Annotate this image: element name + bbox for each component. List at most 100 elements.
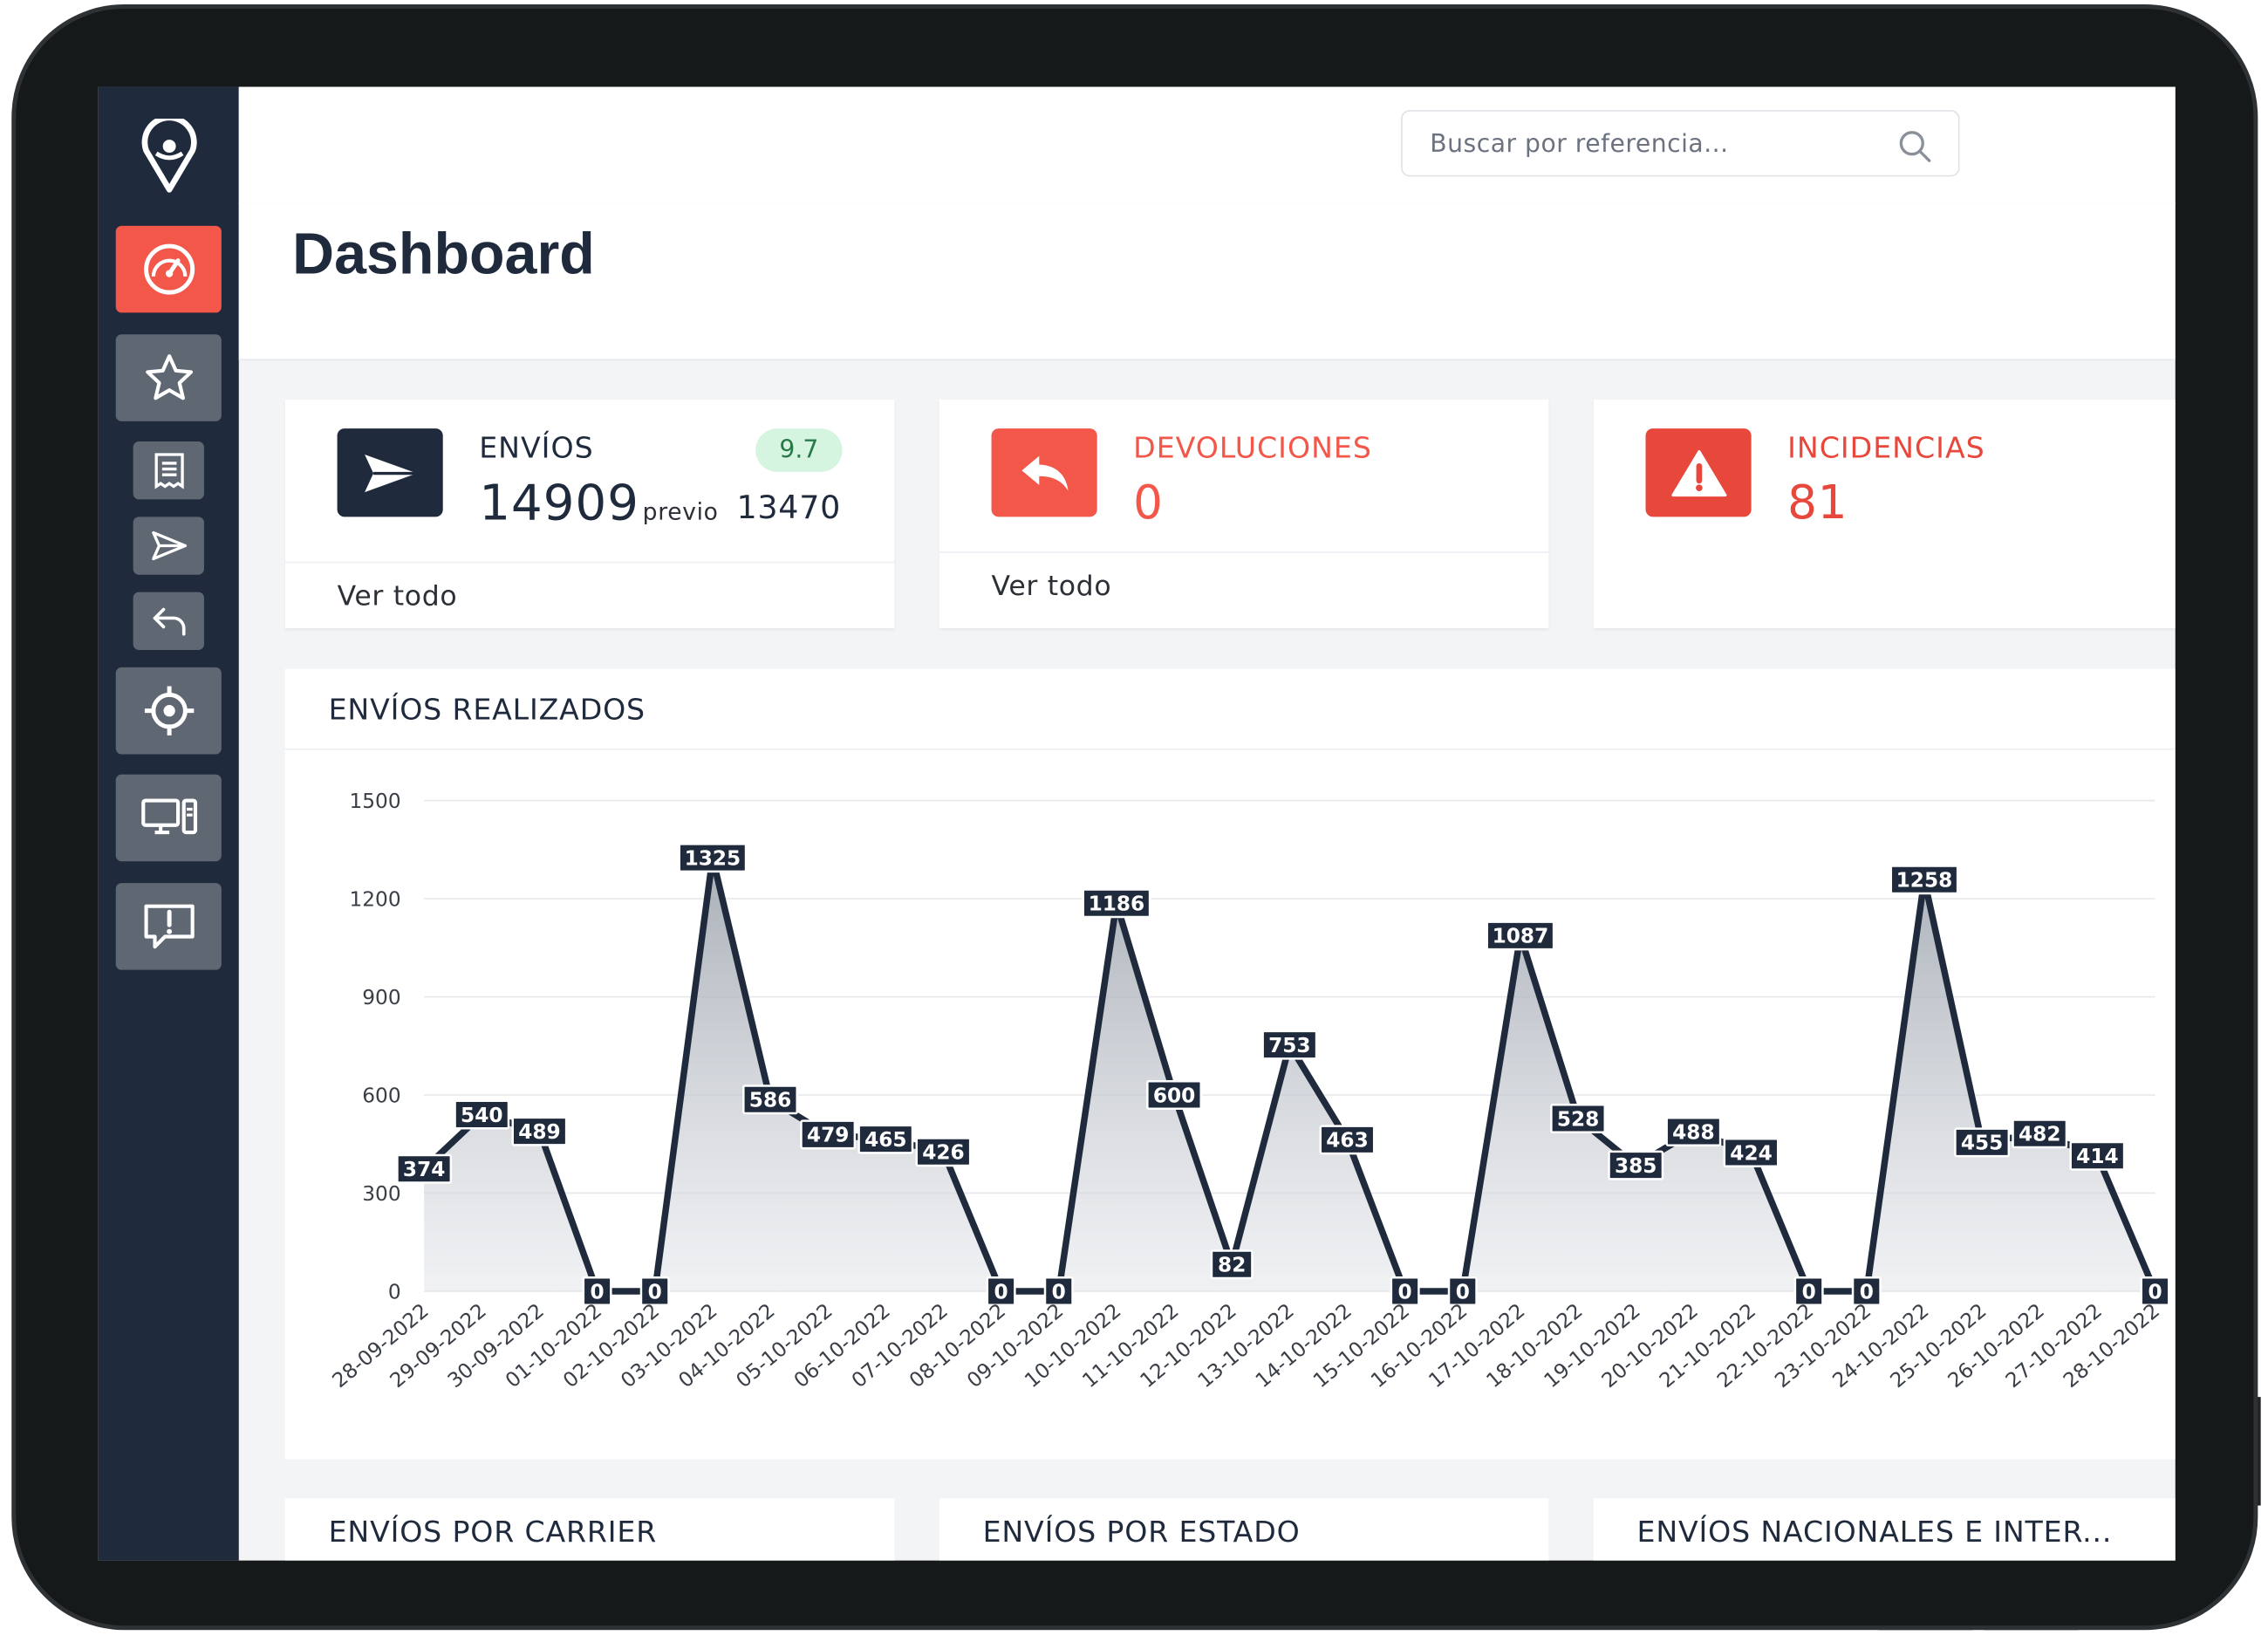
data-label-box — [1889, 865, 1959, 895]
data-label: 479 — [807, 1124, 849, 1147]
data-label-box — [742, 1084, 798, 1115]
return-icon — [152, 607, 185, 636]
nav-returns[interactable] — [133, 592, 204, 650]
data-point[interactable]: 0 — [2140, 1276, 2170, 1307]
data-point[interactable]: 488 — [1665, 1117, 1722, 1147]
national-international-card-title: ENVÍOS NACIONALES E INTER... — [1636, 1514, 2113, 1550]
area-fill — [424, 858, 2155, 1292]
send-filled-icon — [364, 454, 417, 492]
data-label-box — [582, 1276, 612, 1307]
data-point[interactable]: 463 — [1319, 1125, 1376, 1155]
data-point[interactable]: 0 — [1390, 1276, 1420, 1307]
data-point[interactable]: 0 — [1793, 1276, 1824, 1307]
data-point[interactable]: 0 — [1043, 1276, 1074, 1307]
data-label-box — [1390, 1276, 1420, 1307]
search-input[interactable]: Buscar por referencia... — [1401, 110, 1960, 177]
data-label: 753 — [1268, 1034, 1310, 1057]
data-point[interactable]: 0 — [1447, 1276, 1478, 1307]
data-point[interactable]: 489 — [511, 1116, 568, 1146]
data-label-box — [1954, 1127, 2011, 1158]
y-tick-label: 600 — [362, 1084, 400, 1107]
data-label-box — [396, 1153, 453, 1184]
previous-value: 13470 — [736, 490, 841, 527]
card-devoluciones: DEVOLUCIONES 0 Ver todo — [939, 399, 1549, 629]
nav-shipments[interactable] — [133, 517, 204, 575]
data-point[interactable]: 600 — [1146, 1080, 1202, 1111]
data-point[interactable]: 753 — [1261, 1030, 1318, 1060]
data-point[interactable]: 540 — [454, 1099, 510, 1130]
nav-dashboard[interactable] — [115, 225, 222, 313]
data-label: 0 — [2148, 1280, 2162, 1303]
data-label-box — [2012, 1119, 2068, 1149]
data-label: 540 — [461, 1104, 502, 1127]
data-point[interactable]: 479 — [800, 1119, 857, 1150]
logo-pin-icon[interactable] — [139, 119, 200, 194]
send-icon — [151, 530, 187, 561]
data-label: 0 — [1456, 1280, 1470, 1303]
data-label: 0 — [1860, 1280, 1874, 1303]
devoluciones-value: 0 — [1133, 475, 1164, 530]
data-point[interactable]: 465 — [857, 1124, 914, 1154]
data-label: 488 — [1672, 1120, 1714, 1144]
nav-tracking[interactable] — [115, 667, 222, 755]
data-point[interactable]: 82 — [1210, 1249, 1254, 1280]
data-label-box — [800, 1119, 857, 1150]
envios-card-icon-box — [337, 428, 443, 517]
card-envios: ENVÍOS 9.7 14909 previo 13470 Ver todo — [284, 399, 895, 630]
data-label-box — [1146, 1080, 1202, 1111]
nav-devices[interactable] — [115, 774, 222, 862]
envios-footer: Ver todo — [284, 561, 895, 630]
data-point[interactable]: 424 — [1723, 1138, 1780, 1168]
data-label-box — [1723, 1138, 1780, 1168]
data-point[interactable]: 0 — [1851, 1276, 1882, 1307]
data-point[interactable]: 455 — [1954, 1127, 2011, 1158]
data-point[interactable]: 374 — [396, 1153, 453, 1184]
data-point[interactable]: 1186 — [1082, 888, 1151, 919]
data-label: 0 — [1802, 1280, 1816, 1303]
data-point[interactable]: 1258 — [1889, 865, 1959, 895]
dashboard-gauge-icon — [143, 243, 195, 295]
data-point[interactable]: 0 — [986, 1276, 1016, 1307]
nav-receipts[interactable] — [133, 441, 204, 500]
data-label-box — [915, 1137, 972, 1167]
data-label: 1186 — [1089, 893, 1145, 916]
data-label-box — [1210, 1249, 1254, 1280]
page-title: Dashboard — [292, 222, 595, 287]
nav-favorites[interactable] — [115, 334, 222, 421]
data-label: 0 — [1398, 1280, 1412, 1303]
data-point[interactable]: 1087 — [1486, 920, 1555, 951]
data-label-box — [454, 1099, 510, 1130]
data-label-box — [1261, 1030, 1318, 1060]
data-point[interactable]: 414 — [2069, 1140, 2126, 1171]
data-label: 414 — [2076, 1145, 2118, 1168]
data-point[interactable]: 0 — [639, 1276, 670, 1307]
data-label-box — [1082, 888, 1151, 919]
devoluciones-see-all-link[interactable]: Ver todo — [991, 570, 1112, 603]
data-point[interactable]: 0 — [582, 1276, 612, 1307]
chart-header-divider — [284, 748, 2176, 750]
data-point[interactable]: 426 — [915, 1137, 972, 1167]
data-label: 82 — [1218, 1254, 1246, 1277]
top-bar: Buscar por referencia... — [238, 86, 2176, 204]
target-icon — [144, 686, 194, 735]
incidencias-card-icon-box — [1645, 428, 1752, 517]
carrier-card-title: ENVÍOS POR CARRIER — [328, 1514, 658, 1550]
y-tick-label: 1500 — [350, 790, 401, 813]
data-point[interactable]: 1325 — [678, 843, 748, 873]
data-label-box — [678, 843, 748, 873]
search-icon[interactable] — [1897, 129, 1932, 164]
data-point[interactable]: 385 — [1608, 1150, 1664, 1180]
data-point[interactable]: 586 — [742, 1084, 798, 1115]
data-label-box — [2140, 1276, 2170, 1307]
data-point[interactable]: 528 — [1550, 1104, 1607, 1134]
chart-card: ENVÍOS REALIZADOS 0 300 600 900 1200 1500 374… — [284, 668, 2176, 1460]
envios-see-all-link[interactable]: Ver todo — [337, 580, 458, 612]
data-label: 600 — [1153, 1084, 1195, 1107]
area-chart: 0 300 600 900 1200 1500 374 540 489 0 0 1325 586 479… — [328, 790, 2170, 1392]
nav-incidents[interactable] — [115, 883, 222, 970]
data-label: 586 — [749, 1089, 791, 1112]
data-label: 1087 — [1493, 925, 1549, 948]
data-point[interactable]: 482 — [2012, 1119, 2068, 1149]
y-tick-label: 900 — [362, 986, 400, 1009]
y-tick-label: 1200 — [350, 887, 401, 911]
